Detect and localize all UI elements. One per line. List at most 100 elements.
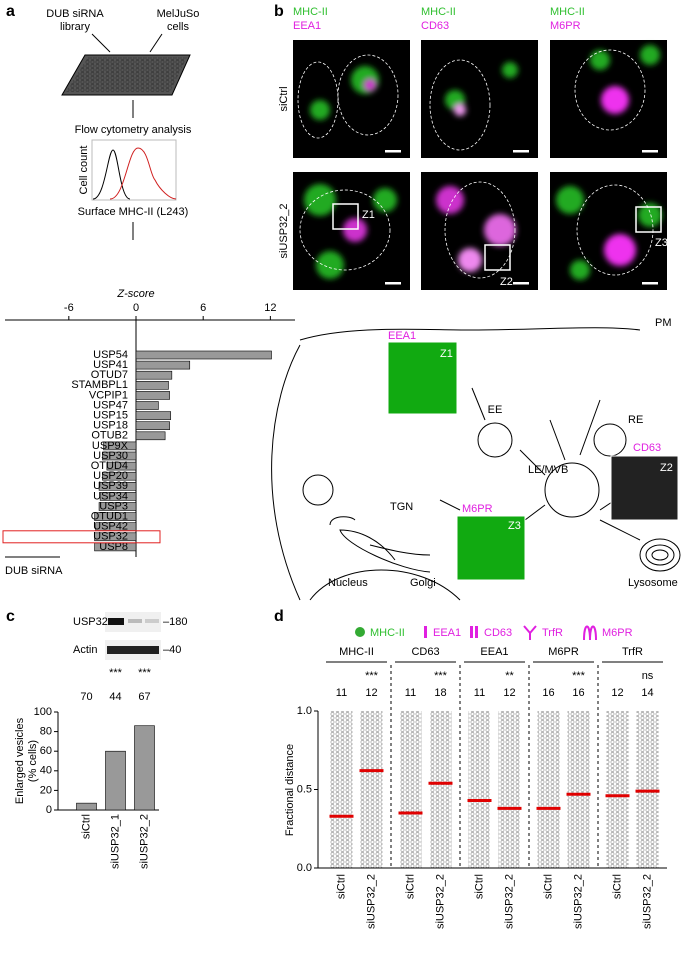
axis-label: Fractional distance: [284, 744, 296, 836]
n-label: 11: [336, 687, 347, 699]
zoom-label: Z2: [660, 462, 673, 474]
legend-label: M6PR: [602, 627, 633, 639]
y-tick-label: USP34: [93, 490, 128, 502]
blot-marker: –180: [163, 616, 187, 628]
significance: ***: [365, 670, 379, 682]
y-tick-label: 1.0: [297, 705, 312, 717]
y-tick-label: 20: [40, 784, 52, 796]
y-tick-label: USP39: [93, 480, 128, 492]
n-label: 14: [641, 687, 653, 699]
significance: ns: [642, 670, 654, 682]
bar: [135, 360, 191, 370]
plate: [61, 33, 191, 118]
stain-label: MHC-II: [421, 6, 456, 18]
bar: [135, 350, 272, 360]
y-tick-label: 0.0: [297, 862, 312, 874]
diagram-label: TGN: [390, 501, 413, 513]
stain-label: MHC-II: [293, 6, 328, 18]
legend-label: EEA1: [433, 627, 461, 639]
n-label: 11: [474, 687, 485, 699]
y-tick-label: USP54: [93, 349, 128, 361]
bar: [94, 512, 137, 521]
point-cloud: [360, 711, 383, 868]
x-tick-label: 12: [264, 302, 276, 314]
panel-label: d: [274, 608, 284, 625]
zoom-label: Z3: [508, 520, 521, 532]
x-tick-label: siCtrl: [80, 814, 92, 839]
bar: [135, 370, 173, 380]
point-cloud: [429, 711, 452, 868]
zoom-label: Z1: [362, 209, 375, 221]
group-label: TrfR: [622, 646, 643, 658]
stain-label: MHC-II: [550, 6, 585, 18]
n-label: 44: [109, 691, 121, 703]
axis-label: Z-score: [116, 288, 154, 300]
screen-label: Flow cytometry analysis: [75, 124, 192, 136]
highlight-box: [2, 530, 161, 544]
y-tick-label: USP18: [93, 420, 128, 432]
x-tick-label: siCtrl: [335, 874, 347, 899]
n-label: 16: [572, 687, 584, 699]
y-tick-label: 0.5: [297, 783, 312, 795]
point-cloud: [399, 711, 422, 868]
y-tick-label: USP15: [93, 410, 128, 422]
inset-label: EEA1: [388, 330, 416, 342]
axis-label: Surface MHC-II (L243): [78, 206, 189, 218]
y-tick-label: 80: [40, 726, 52, 738]
blot-marker: –40: [163, 644, 181, 656]
significance: ***: [434, 670, 448, 682]
y-tick-label: STAMBPL1: [71, 379, 128, 391]
bar: [135, 431, 166, 441]
x-tick-label: 0: [133, 302, 139, 314]
point-cloud: [330, 711, 353, 868]
screen-label: library: [60, 21, 90, 33]
micrographs: [293, 40, 667, 290]
significance: ***: [572, 670, 586, 682]
diagram-label: RE: [628, 414, 643, 426]
y-tick-label: 0: [46, 804, 52, 816]
x-tick-label: siUSP32_2: [138, 814, 150, 869]
bar: [76, 802, 97, 811]
group-label: M6PR: [548, 646, 579, 658]
legend-label: MHC-II: [370, 627, 405, 639]
inset-label: M6PR: [462, 503, 493, 515]
axis-label: (% cells): [27, 740, 39, 782]
n-label: 12: [365, 687, 377, 699]
n-label: 16: [542, 687, 554, 699]
zoom-label: Z1: [440, 348, 453, 360]
x-tick-label: siCtrl: [473, 874, 485, 899]
n-label: 12: [611, 687, 623, 699]
y-tick-label: USP20: [93, 470, 128, 482]
point-cloud: [498, 711, 521, 868]
n-label: 11: [405, 687, 416, 699]
diagram-label: Golgi: [410, 577, 436, 589]
x-tick-label: siUSP32_1: [109, 814, 121, 869]
n-label: 70: [80, 691, 92, 703]
bar: [135, 380, 169, 390]
y-tick-label: OTUD4: [91, 460, 128, 472]
x-tick-label: siCtrl: [404, 874, 416, 899]
x-tick-label: 6: [200, 302, 206, 314]
significance: ***: [109, 667, 123, 679]
bar: [94, 532, 137, 542]
zoom-label: Z3: [655, 237, 668, 249]
bar: [99, 492, 137, 501]
diagram-label: LE/MVB: [528, 464, 568, 476]
bar: [135, 411, 172, 420]
y-tick-label: 100: [34, 706, 52, 718]
x-tick-label: siCtrl: [542, 874, 554, 899]
y-tick-label: 40: [40, 765, 52, 777]
diagram-legend-icons: [355, 625, 597, 641]
y-tick-label: OTUD1: [91, 511, 128, 523]
y-tick-label: USP32: [93, 531, 128, 543]
y-tick-label: 60: [40, 745, 52, 757]
significance: **: [505, 670, 514, 682]
n-label: 67: [138, 691, 150, 703]
row-label: siCtrl: [278, 86, 290, 111]
stain-label: EEA1: [293, 20, 321, 32]
bar: [134, 725, 155, 811]
point-cloud: [636, 711, 659, 868]
screen-label: MelJuSo: [157, 8, 200, 20]
n-label: 18: [434, 687, 446, 699]
point-cloud: [468, 711, 491, 868]
